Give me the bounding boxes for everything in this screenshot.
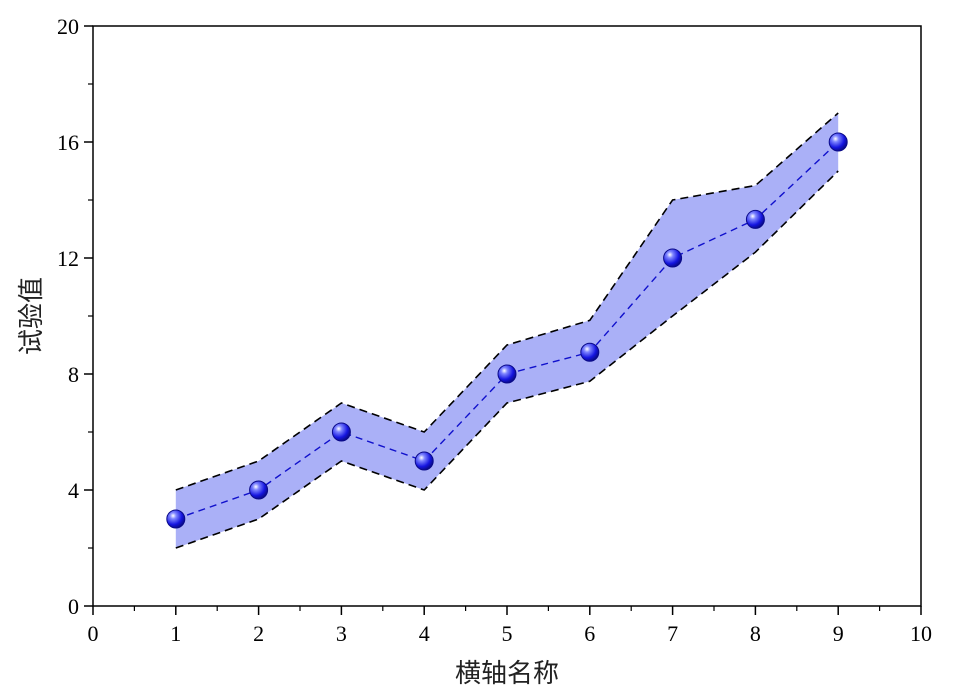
data-point-1 xyxy=(166,509,186,529)
marker-layer xyxy=(166,132,848,529)
x-tick-label: 10 xyxy=(910,621,932,646)
y-tick-label: 20 xyxy=(57,14,79,39)
data-point-7 xyxy=(663,248,683,268)
data-point-9 xyxy=(828,132,848,152)
data-point-8 xyxy=(745,209,765,229)
y-axis-ticks: 0 4 8 12 16 20 xyxy=(57,14,93,619)
y-tick-label: 4 xyxy=(68,478,79,503)
x-tick-label: 6 xyxy=(584,621,595,646)
data-point-5 xyxy=(497,364,517,384)
lower-bound-line xyxy=(175,170,839,549)
x-tick-label: 1 xyxy=(170,621,181,646)
x-tick-label: 7 xyxy=(667,621,678,646)
x-tick-label: 5 xyxy=(502,621,513,646)
data-point-2 xyxy=(249,480,269,500)
data-point-3 xyxy=(331,422,351,442)
upper-bound-line xyxy=(175,112,839,491)
x-tick-label: 3 xyxy=(336,621,347,646)
confidence-band-layer xyxy=(175,112,839,549)
y-tick-label: 12 xyxy=(57,246,79,271)
data-point-6 xyxy=(580,342,600,362)
x-axis-ticks: 0 1 2 3 4 5 6 7 8 9 10 xyxy=(88,606,932,646)
data-point-4 xyxy=(414,451,434,471)
x-tick-label: 0 xyxy=(88,621,99,646)
x-tick-label: 9 xyxy=(833,621,844,646)
y-tick-label: 0 xyxy=(68,594,79,619)
y-tick-label: 16 xyxy=(57,130,79,155)
x-axis-title: 横轴名称 xyxy=(455,659,559,689)
y-tick-label: 8 xyxy=(68,362,79,387)
confidence-band xyxy=(175,113,839,548)
x-tick-label: 4 xyxy=(419,621,430,646)
y-axis-title: 试验值 xyxy=(17,277,47,355)
x-tick-label: 2 xyxy=(253,621,264,646)
x-tick-label: 8 xyxy=(750,621,761,646)
